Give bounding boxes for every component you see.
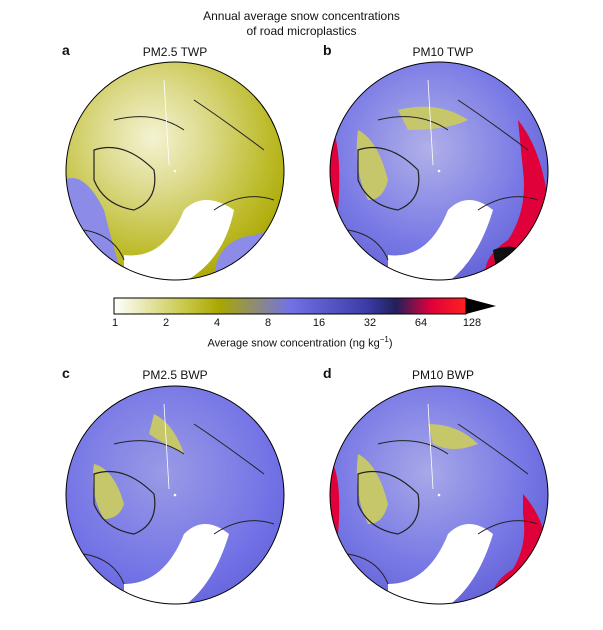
colorbar-label-end: )	[388, 337, 393, 350]
panel-letter-c: c	[62, 365, 70, 381]
colorbar-tick-7: 64	[414, 317, 428, 329]
panel-title-a: PM2.5 TWP	[142, 45, 208, 59]
title-line-2: of road microplastics	[246, 24, 357, 38]
colorbar	[113, 297, 496, 315]
colorbar-label: Average snow concentration (ng kg−1)	[100, 335, 500, 350]
figure-title: Annual average snow concentrations of ro…	[0, 9, 603, 39]
title-line-1: Annual average snow concentrations	[203, 9, 400, 23]
colorbar-tick-6: 32	[363, 317, 377, 329]
colorbar-tick-5: 16	[312, 317, 326, 329]
colorbar-tick-2: 2	[162, 317, 170, 329]
panel-letter-d: d	[323, 365, 332, 381]
panel-title-b: PM10 TWP	[412, 45, 474, 59]
colorbar-gradient	[113, 297, 467, 315]
panel-title-c: PM2.5 BWP	[142, 368, 208, 382]
panel-title-d: PM10 BWP	[411, 368, 474, 382]
colorbar-extend-arrow	[466, 298, 496, 314]
colorbar-label-sup: −1	[379, 335, 389, 344]
colorbar-tick-4: 8	[264, 317, 272, 329]
globe-map-c	[65, 385, 285, 605]
colorbar-tick-3: 4	[213, 317, 221, 329]
globe-map-b	[329, 61, 549, 281]
colorbar-label-text: Average snow concentration (ng kg	[207, 337, 380, 350]
panel-letter-b: b	[323, 42, 332, 58]
globe-map-d	[329, 385, 549, 605]
colorbar-tick-8: 128	[462, 317, 482, 329]
colorbar-tick-1: 1	[111, 317, 119, 329]
globe-map-a	[65, 61, 285, 281]
panel-letter-a: a	[62, 42, 70, 58]
